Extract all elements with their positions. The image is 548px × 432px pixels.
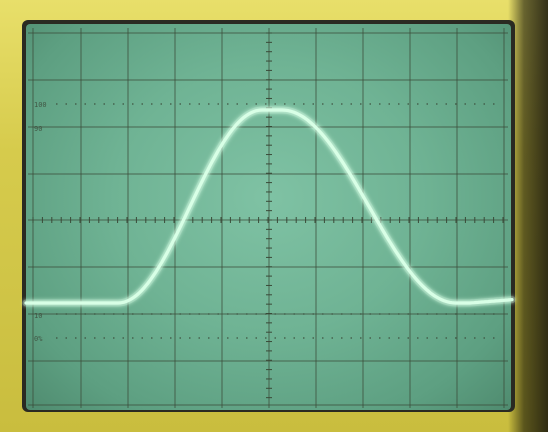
label-10: 10: [34, 312, 42, 320]
label-0-percent: 0%: [34, 335, 43, 343]
label-100: 100: [34, 101, 47, 109]
label-90: 90: [34, 125, 42, 133]
waveform-trace: [24, 108, 514, 305]
graticule-center-ticks: [32, 32, 504, 399]
